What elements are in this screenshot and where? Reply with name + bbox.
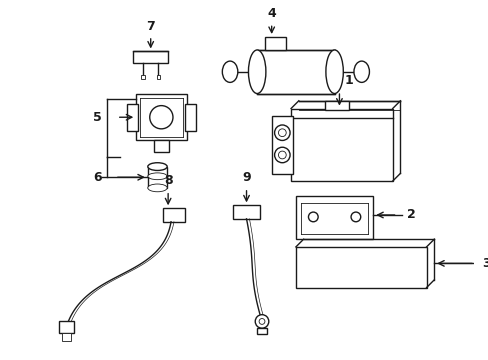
Bar [295, 195, 372, 239]
Bar [147, 167, 167, 188]
Bar [141, 75, 144, 80]
Circle shape [149, 105, 173, 129]
Bar [136, 94, 186, 140]
Bar [295, 247, 426, 288]
Bar [153, 140, 169, 152]
Bar [290, 108, 392, 181]
Circle shape [255, 315, 268, 328]
Ellipse shape [147, 173, 167, 180]
Bar [257, 328, 266, 334]
Bar [324, 101, 348, 111]
Text: 2: 2 [407, 208, 415, 221]
Bar [163, 208, 184, 222]
Circle shape [274, 147, 289, 163]
Text: 3: 3 [482, 257, 488, 270]
Ellipse shape [325, 50, 343, 94]
Bar [156, 75, 160, 80]
Ellipse shape [353, 61, 369, 82]
Circle shape [259, 319, 264, 324]
Ellipse shape [222, 61, 237, 82]
Circle shape [278, 151, 285, 159]
Circle shape [274, 125, 289, 140]
Text: 6: 6 [93, 171, 102, 184]
Bar [126, 104, 138, 131]
Bar [271, 116, 292, 174]
Bar [133, 51, 168, 63]
Bar [257, 50, 334, 94]
Circle shape [308, 212, 318, 222]
Bar [59, 321, 74, 333]
Text: 7: 7 [146, 20, 155, 33]
Bar [184, 104, 196, 131]
Bar [232, 205, 260, 219]
Text: 1: 1 [344, 74, 353, 87]
Ellipse shape [147, 163, 167, 171]
Text: 4: 4 [267, 8, 276, 21]
Text: 8: 8 [163, 174, 172, 187]
Ellipse shape [147, 184, 167, 192]
Text: 9: 9 [242, 171, 250, 184]
Bar [264, 37, 285, 50]
Circle shape [278, 129, 285, 136]
Text: 5: 5 [93, 111, 102, 124]
Ellipse shape [248, 50, 265, 94]
Circle shape [350, 212, 360, 222]
Bar [61, 333, 71, 341]
